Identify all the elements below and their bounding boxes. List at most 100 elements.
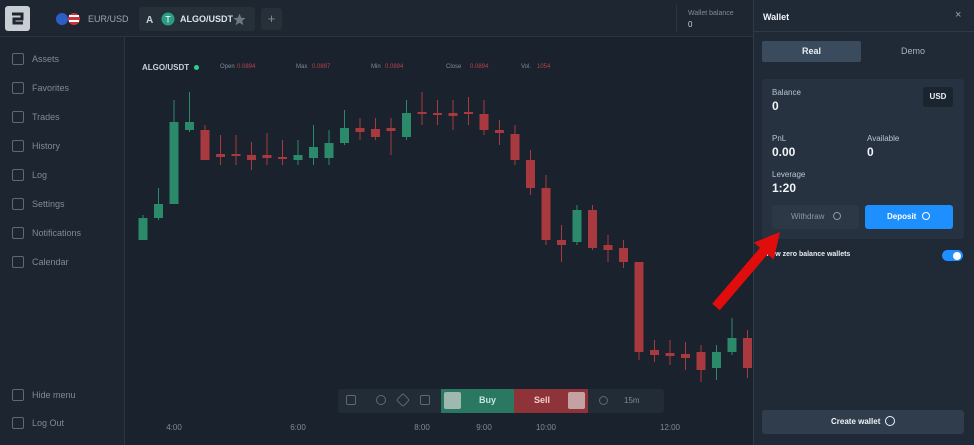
tab-real[interactable]: Real (762, 41, 861, 62)
sell-label[interactable]: Sell (533, 395, 550, 405)
divider (754, 31, 974, 32)
sidebar-item[interactable]: History (32, 141, 61, 151)
candle-body (138, 218, 148, 240)
hide-menu[interactable]: Hide menu (32, 390, 76, 400)
candle-body (200, 130, 210, 160)
chart-symbol: ALGO/USDT (142, 63, 190, 72)
stat-value: 0.0894 (470, 64, 489, 70)
candle-body (355, 128, 365, 132)
tool-icon[interactable] (420, 395, 430, 405)
svg-text:A: A (146, 15, 153, 26)
wallet-balance-label: Wallet balance (688, 10, 734, 17)
logo[interactable] (5, 6, 30, 31)
stat-label: Close (446, 64, 462, 70)
candle-body (588, 210, 597, 248)
candle-body (293, 155, 303, 160)
tool-icon[interactable] (346, 395, 356, 405)
candle-body (216, 154, 225, 157)
zero-balance-toggle[interactable] (942, 250, 963, 261)
x-tick-label: 8:00 (414, 423, 430, 432)
withdraw-button[interactable] (772, 205, 859, 229)
interval[interactable]: 15m (624, 396, 640, 405)
candle-body (433, 113, 442, 115)
sidebar-icon (12, 169, 24, 181)
candle-body (634, 262, 644, 352)
stat-value: 0.0894 (385, 64, 404, 70)
x-tick-label: 12:00 (660, 423, 681, 432)
candle-body (278, 157, 287, 159)
wallet-panel: Wallet × Real Demo Balance 0 USD PnL 0.0… (753, 0, 974, 445)
candle-body (681, 354, 690, 358)
sidebar-item[interactable]: Trades (32, 112, 60, 122)
x-tick-label: 6:00 (290, 423, 306, 432)
pair-label[interactable]: EUR/USD (88, 14, 129, 24)
red-arrow (712, 232, 780, 311)
settings-icon[interactable] (599, 396, 608, 405)
candle-body (464, 112, 473, 114)
candle-body (154, 204, 163, 218)
candle-body (231, 154, 241, 156)
sidebar-icon (12, 256, 24, 268)
stat-label: Open (220, 64, 235, 70)
sidebar-icon (12, 82, 24, 94)
x-tick-label: 10:00 (536, 423, 557, 432)
sidebar-item[interactable]: Calendar (32, 257, 69, 267)
create-wallet-label[interactable]: Create wallet (831, 417, 881, 426)
candle-body (185, 122, 194, 130)
stat-label: Min (371, 64, 381, 70)
withdraw-label[interactable]: Withdraw (791, 212, 825, 221)
create-wallet-button[interactable] (762, 410, 964, 434)
candle-body (572, 210, 582, 242)
tab-demo[interactable]: Demo (900, 46, 925, 56)
top-bar (0, 0, 753, 37)
candle-body (448, 113, 458, 116)
currency-badge: USD (923, 87, 953, 107)
candle-body (603, 245, 613, 250)
stat-value: 0.0894 (237, 64, 256, 70)
sidebar-icon (12, 227, 24, 239)
wallet-title: Wallet (763, 12, 790, 22)
balance-value: 0 (772, 99, 779, 113)
star-icon[interactable] (233, 13, 246, 26)
candle-body (340, 128, 349, 143)
tool-icon[interactable] (376, 395, 386, 405)
stat-value: 0.0897 (312, 64, 331, 70)
candle-body (169, 122, 179, 204)
hide-menu-icon (12, 389, 24, 401)
candle-body (650, 350, 659, 355)
deposit-button[interactable] (865, 205, 953, 229)
stat-label: Max (296, 64, 308, 70)
sidebar-icon (12, 111, 24, 123)
sidebar-item[interactable]: Notifications (32, 228, 82, 238)
tab-label[interactable]: ALGO/USDT (180, 14, 233, 24)
candle-body (324, 143, 334, 158)
pnl-value: 0.00 (772, 145, 796, 159)
buy-label[interactable]: Buy (478, 395, 496, 405)
sidebar-item[interactable]: Assets (32, 54, 60, 64)
sidebar-item[interactable]: Favorites (32, 83, 70, 93)
buy-icon (444, 392, 461, 409)
pair-flags (56, 13, 80, 25)
logout[interactable]: Log Out (32, 418, 65, 428)
sidebar-item[interactable]: Settings (32, 199, 65, 209)
close-button[interactable]: × (955, 9, 962, 21)
candle-body (262, 155, 272, 158)
sidebar-item[interactable]: Log (32, 170, 48, 180)
sell-icon (568, 392, 585, 409)
x-tick-label: 9:00 (476, 423, 492, 432)
balance-label: Balance (772, 88, 801, 97)
candle-body (247, 155, 256, 160)
candle-body (402, 113, 411, 137)
add-tab-button[interactable]: + (261, 8, 282, 30)
svg-text:T: T (165, 15, 171, 25)
pnl-label: PnL (772, 134, 787, 143)
sidebar-icon (12, 140, 24, 152)
stat-label: Vol. (521, 64, 532, 70)
deposit-label[interactable]: Deposit (887, 212, 917, 221)
available-value: 0 (867, 145, 874, 159)
wallet-balance-value: 0 (688, 20, 693, 29)
